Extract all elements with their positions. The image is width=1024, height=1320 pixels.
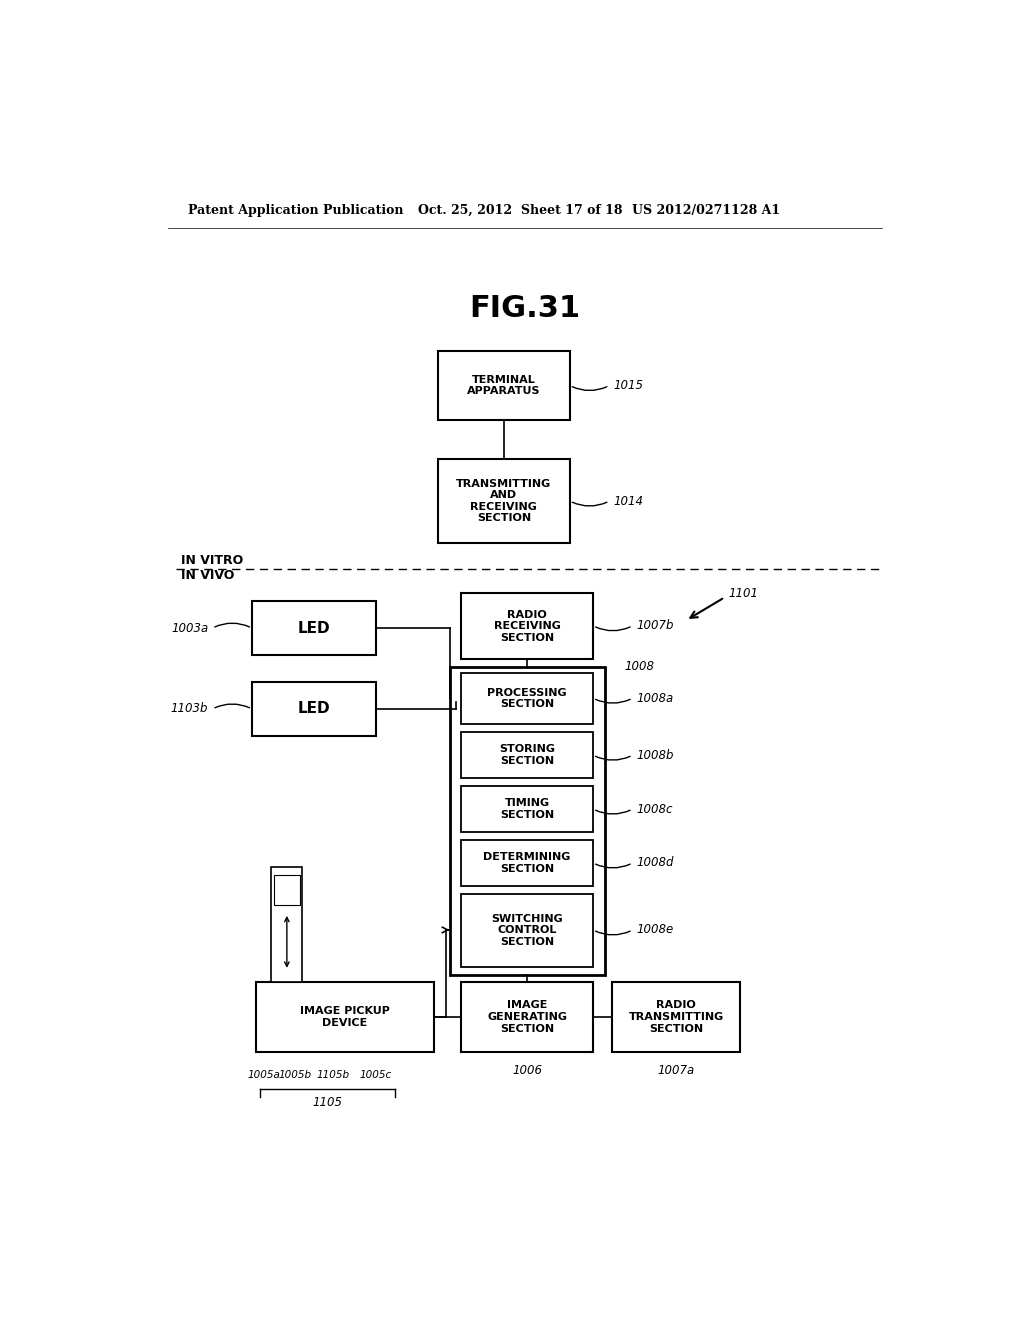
Text: 1006: 1006 <box>512 1064 542 1077</box>
Text: FIG.31: FIG.31 <box>469 294 581 323</box>
Bar <box>438 351 569 420</box>
Text: IMAGE
GENERATING
SECTION: IMAGE GENERATING SECTION <box>487 1001 567 1034</box>
Text: 1005c: 1005c <box>359 1069 392 1080</box>
Bar <box>252 601 376 655</box>
Text: 1101: 1101 <box>729 587 759 601</box>
Text: Oct. 25, 2012  Sheet 17 of 18: Oct. 25, 2012 Sheet 17 of 18 <box>418 205 623 218</box>
Text: SWITCHING
CONTROL
SECTION: SWITCHING CONTROL SECTION <box>492 913 563 946</box>
Text: RADIO
RECEIVING
SECTION: RADIO RECEIVING SECTION <box>494 610 560 643</box>
Bar <box>450 667 604 974</box>
Text: 1008b: 1008b <box>637 748 674 762</box>
Text: TRANSMITTING
AND
RECEIVING
SECTION: TRANSMITTING AND RECEIVING SECTION <box>457 479 552 524</box>
Text: 1003a: 1003a <box>171 622 208 635</box>
Text: 1008d: 1008d <box>637 857 674 870</box>
Text: 1008: 1008 <box>624 660 654 673</box>
Bar <box>461 673 593 725</box>
Text: 1008e: 1008e <box>637 924 674 936</box>
Text: 1015: 1015 <box>613 379 643 392</box>
Text: 1005a: 1005a <box>247 1069 280 1080</box>
Bar <box>461 894 593 966</box>
Text: 1007a: 1007a <box>657 1064 694 1077</box>
Text: 1103b: 1103b <box>171 702 208 715</box>
Bar <box>461 733 593 779</box>
Bar <box>612 982 740 1052</box>
Bar <box>438 459 569 544</box>
Text: IN VIVO: IN VIVO <box>180 569 234 582</box>
Bar <box>461 594 593 659</box>
Bar <box>461 785 593 832</box>
Text: Patent Application Publication: Patent Application Publication <box>187 205 403 218</box>
Text: STORING
SECTION: STORING SECTION <box>499 744 555 766</box>
Bar <box>461 982 593 1052</box>
Text: 1005b: 1005b <box>279 1069 311 1080</box>
Bar <box>461 840 593 886</box>
Text: LED: LED <box>298 620 331 636</box>
Text: 1008c: 1008c <box>637 803 673 816</box>
Text: TERMINAL
APPARATUS: TERMINAL APPARATUS <box>467 375 541 396</box>
Text: RADIO
TRANSMITTING
SECTION: RADIO TRANSMITTING SECTION <box>629 1001 724 1034</box>
Text: TIMING
SECTION: TIMING SECTION <box>500 799 554 820</box>
Text: 1008a: 1008a <box>637 692 674 705</box>
Text: 1105b: 1105b <box>316 1069 350 1080</box>
Text: PROCESSING
SECTION: PROCESSING SECTION <box>487 688 567 709</box>
Text: 1007b: 1007b <box>637 619 674 632</box>
Text: 1014: 1014 <box>613 495 643 508</box>
Text: US 2012/0271128 A1: US 2012/0271128 A1 <box>632 205 780 218</box>
Bar <box>256 982 434 1052</box>
Text: IN VITRO: IN VITRO <box>180 554 243 566</box>
Text: 1105: 1105 <box>312 1096 342 1109</box>
Text: IMAGE PICKUP
DEVICE: IMAGE PICKUP DEVICE <box>300 1006 390 1028</box>
Bar <box>273 875 300 906</box>
Bar <box>252 682 376 737</box>
Text: DETERMINING
SECTION: DETERMINING SECTION <box>483 853 570 874</box>
Text: LED: LED <box>298 701 331 717</box>
Bar <box>271 867 302 982</box>
